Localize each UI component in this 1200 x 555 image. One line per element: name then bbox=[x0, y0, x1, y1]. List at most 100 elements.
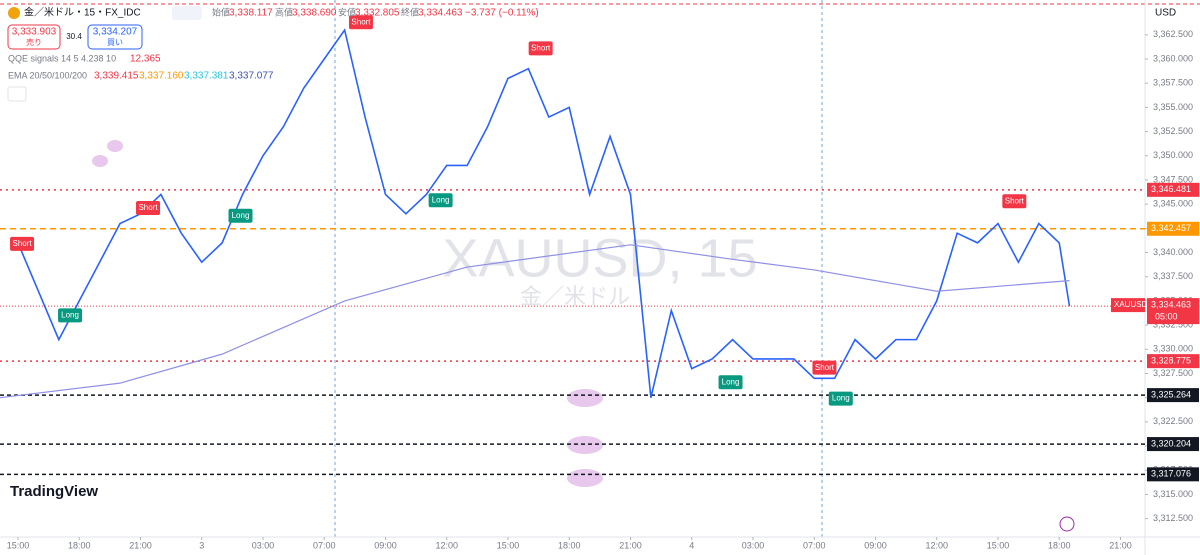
ema-value: 3,337.381 bbox=[184, 71, 229, 82]
y-tick-label: 3,350.000 bbox=[1153, 150, 1193, 160]
ema: EMA 20/50/100/200 bbox=[8, 70, 87, 80]
price-tag bbox=[1147, 298, 1199, 325]
marker bbox=[567, 469, 603, 487]
signal-label: Long bbox=[432, 195, 450, 204]
symbol: 金／米ドル・15・FX_IDC bbox=[24, 6, 141, 19]
marker bbox=[107, 140, 123, 152]
level-tag bbox=[1147, 354, 1199, 369]
price-tag-symbol: XAUUSD bbox=[1114, 300, 1148, 309]
qqe: QQE signals 14 5 4.238 10 bbox=[8, 53, 116, 63]
price-tag-timer: 05:00 bbox=[1155, 311, 1178, 321]
y-tick-label: 3,337.500 bbox=[1153, 271, 1193, 281]
x-tick-label: 12:00 bbox=[435, 540, 458, 550]
price-line bbox=[0, 244, 1070, 399]
signal-tag bbox=[348, 15, 373, 30]
signal-tag bbox=[58, 308, 83, 323]
flash-icon[interactable] bbox=[1059, 516, 1075, 532]
x-tick-label: 09:00 bbox=[374, 540, 397, 550]
signal-label: Long bbox=[61, 311, 79, 320]
y-tick-label: 3,360.000 bbox=[1153, 53, 1193, 63]
y-tick-label: 3,352.500 bbox=[1153, 126, 1193, 136]
x-tick-label: 3 bbox=[199, 540, 204, 550]
y-tick-label: 3,315.000 bbox=[1153, 489, 1193, 499]
y-tick-label: 3,322.500 bbox=[1153, 416, 1193, 426]
x-tick-label: 07:00 bbox=[803, 540, 826, 550]
signal-label: Short bbox=[12, 239, 32, 248]
price-tag bbox=[1111, 298, 1145, 313]
y-tick-label: 3,347.500 bbox=[1153, 174, 1193, 184]
level-tag bbox=[1147, 182, 1199, 197]
level-label: 3,346.481 bbox=[1151, 184, 1191, 194]
y-tick-label: 3,330.000 bbox=[1153, 344, 1193, 354]
marker bbox=[92, 155, 108, 167]
buy-label: 買い bbox=[107, 38, 123, 47]
ema-value: 3,337.077 bbox=[229, 71, 274, 82]
high: 3,338.690 bbox=[292, 8, 337, 19]
sell-label: 売り bbox=[26, 37, 42, 47]
change: −3.737 (−0.11%) bbox=[465, 8, 539, 19]
x-tick-label: 15:00 bbox=[987, 540, 1010, 550]
brand: TradingView bbox=[10, 483, 98, 500]
toggle[interactable] bbox=[172, 6, 202, 20]
collapse-button[interactable] bbox=[7, 86, 27, 102]
signal-tag bbox=[428, 193, 453, 208]
low: 3,332.805 bbox=[355, 8, 400, 19]
level-label: 3,325.264 bbox=[1151, 389, 1191, 399]
signal-label: Long bbox=[232, 211, 250, 220]
watermark-sub: 金／米ドル bbox=[520, 284, 630, 309]
x-tick-label: 18:00 bbox=[558, 540, 581, 550]
x-tick-label: 21:00 bbox=[129, 540, 152, 550]
y-tick-label: 3,357.500 bbox=[1153, 78, 1193, 88]
ema-value: 3,339.415 bbox=[94, 71, 139, 82]
y-tick-label: 3,355.000 bbox=[1153, 102, 1193, 112]
signal-tag bbox=[828, 391, 853, 406]
buy-price: 3,334.207 bbox=[93, 27, 138, 38]
signal-label: Short bbox=[351, 17, 371, 26]
signal-tag bbox=[136, 201, 161, 216]
plot: Short Long Short Long Short Long Short Long Shor… bbox=[0, 15, 1145, 476]
signal-tag bbox=[228, 208, 253, 223]
y-tick-label: 3,312.500 bbox=[1153, 513, 1193, 523]
signal-label: Short bbox=[531, 43, 551, 52]
low-label: 安値 bbox=[338, 6, 356, 17]
qqe-value: 12.365 bbox=[130, 54, 161, 65]
x-tick-label: 21:00 bbox=[619, 540, 642, 550]
currency: USD bbox=[1155, 8, 1176, 19]
level-label: 3,342.457 bbox=[1151, 223, 1191, 233]
x-tick-label: 18:00 bbox=[68, 540, 91, 550]
level-tag bbox=[1147, 467, 1199, 482]
x-tick-label: 15:00 bbox=[7, 540, 30, 550]
y-tick-label: 3,362.500 bbox=[1153, 29, 1193, 39]
signal-tag bbox=[812, 360, 837, 375]
level-label: 3,320.204 bbox=[1151, 438, 1191, 448]
y-tick-label: 3,332.500 bbox=[1153, 319, 1193, 329]
spread: 30.4 bbox=[66, 32, 82, 41]
ema-value: 3,337.160 bbox=[139, 71, 184, 82]
signal-label: Long bbox=[722, 377, 740, 386]
y-tick-label: 3,340.000 bbox=[1153, 247, 1193, 257]
signal-label: Short bbox=[138, 203, 158, 212]
high-label: 高値 bbox=[275, 6, 293, 17]
x-tick-label: 15:00 bbox=[497, 540, 520, 550]
x-tick-label: 18:00 bbox=[1048, 540, 1071, 550]
level-label: 3,317.076 bbox=[1151, 469, 1191, 479]
x-tick-label: 03:00 bbox=[742, 540, 765, 550]
signal-tag bbox=[528, 41, 553, 56]
x-tick-label: 03:00 bbox=[252, 540, 275, 550]
signal-label: Short bbox=[815, 363, 835, 372]
buy-button[interactable] bbox=[87, 24, 143, 50]
signal-label: Long bbox=[832, 394, 850, 403]
signal-tag bbox=[10, 236, 35, 251]
close-label: 終値 bbox=[401, 6, 419, 17]
watermark: XAUUSD, 15 bbox=[442, 228, 757, 288]
signal-tag bbox=[718, 375, 743, 390]
signal-label: Short bbox=[1005, 196, 1025, 205]
y-tick-label: 3,345.000 bbox=[1153, 199, 1193, 209]
x-tick-label: 07:00 bbox=[313, 540, 336, 550]
open: 3,338.117 bbox=[229, 8, 273, 19]
level-tag bbox=[1147, 437, 1199, 452]
sell-button[interactable] bbox=[7, 24, 61, 50]
x-tick-label: 4 bbox=[689, 540, 694, 550]
